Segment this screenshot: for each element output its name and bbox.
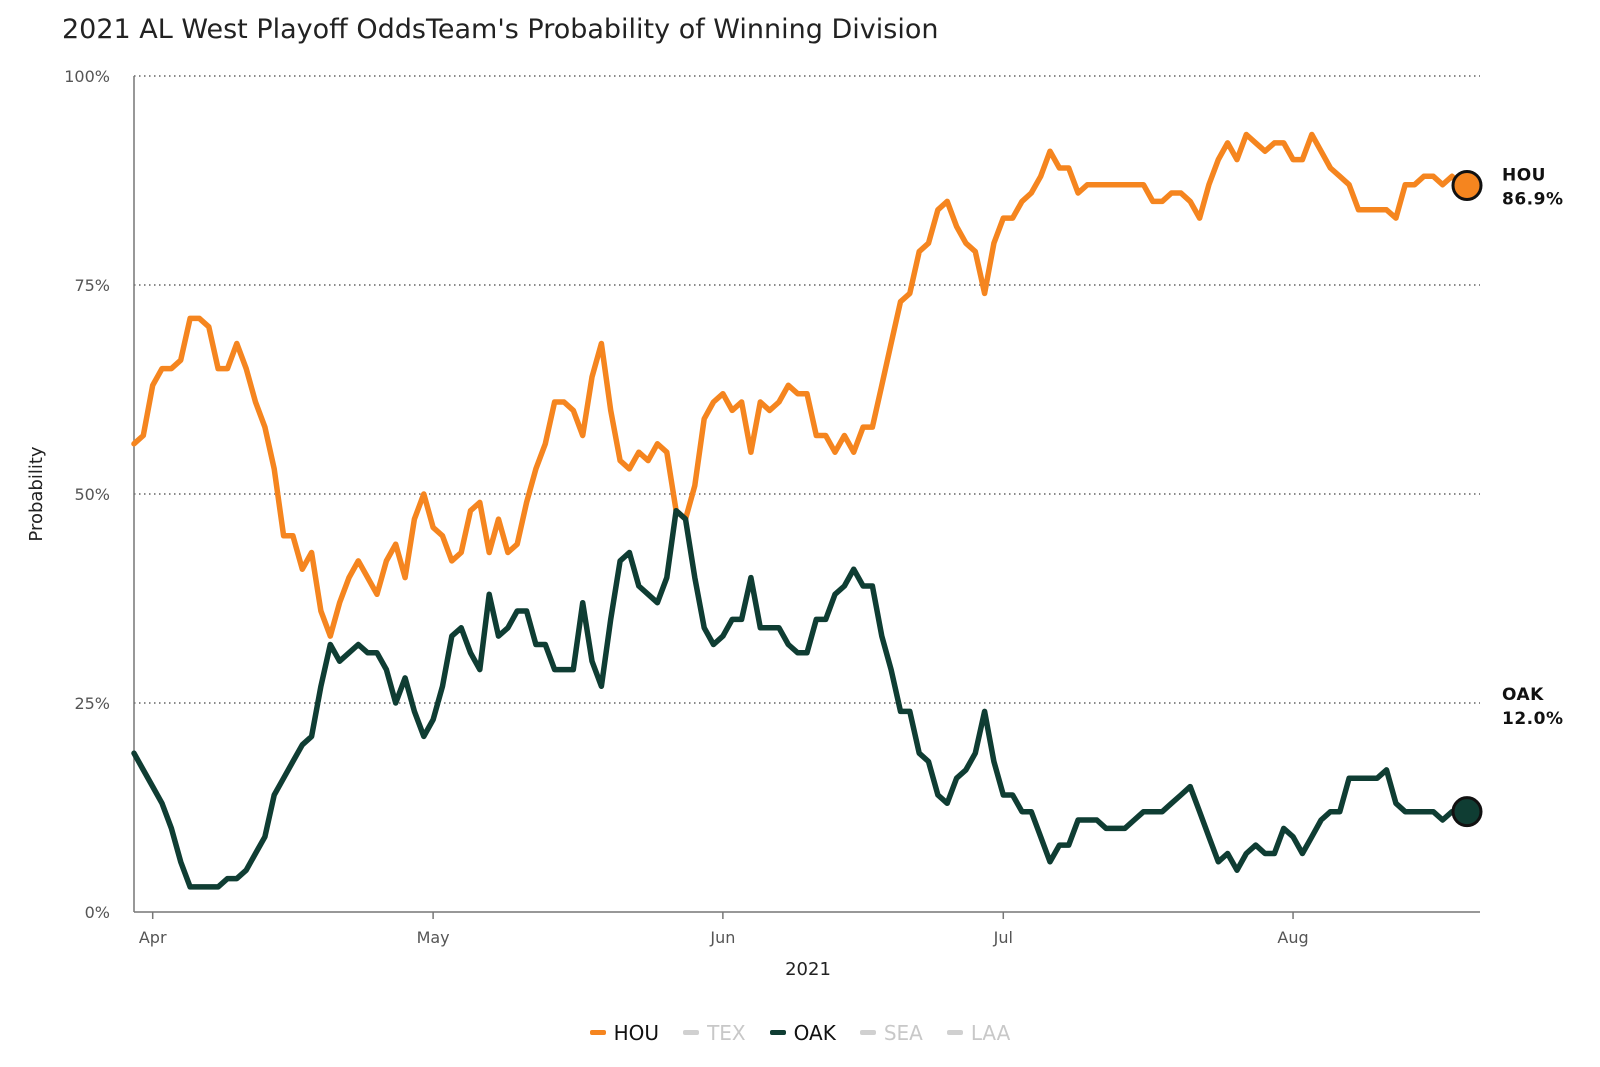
y-tick-label: 25% [74, 694, 110, 713]
legend-label: TEX [707, 1020, 746, 1045]
end-label-value: 86.9% [1502, 190, 1563, 210]
y-tick-label: 50% [74, 485, 110, 504]
x-axis-ticks: Apr May Jun Jul Aug [139, 912, 1309, 947]
legend-swatch [946, 1030, 963, 1035]
end-label-team: HOU [1502, 166, 1546, 186]
series-lines [131, 131, 1474, 890]
x-tick-label: Jul [993, 928, 1013, 947]
series-line-oak [131, 507, 1455, 890]
legend-swatch [769, 1030, 786, 1035]
legend-item-laa[interactable]: LAA [946, 1020, 1011, 1045]
legend-swatch [589, 1030, 606, 1035]
x-tick-label: Aug [1277, 928, 1308, 947]
x-axis-title: 2021 [785, 959, 831, 980]
legend-item-hou[interactable]: HOU [589, 1020, 660, 1045]
legend-item-sea[interactable]: SEA [859, 1020, 923, 1045]
end-label-team: OAK [1502, 685, 1544, 705]
series-line-hou [131, 131, 1474, 639]
y-tick-label: 75% [74, 276, 110, 295]
legend-swatch [683, 1030, 700, 1035]
y-axis-ticks: 0% 25% 50% 75% 100% [64, 67, 110, 922]
legend-item-oak[interactable]: OAK [769, 1020, 836, 1045]
end-label-value: 12.0% [1502, 709, 1563, 729]
end-marker-oak [1451, 796, 1483, 828]
legend-swatch [859, 1030, 876, 1035]
legend-label: LAA [970, 1020, 1011, 1045]
end-labels: HOU 86.9% OAK 12.0% [1451, 166, 1563, 828]
x-tick-label: May [417, 928, 450, 947]
y-axis-title: Probability [26, 446, 47, 541]
legend-label: OAK [793, 1020, 836, 1045]
x-tick-label: Apr [139, 928, 167, 947]
legend-label: SEA [883, 1020, 923, 1045]
end-marker-hou [1451, 170, 1483, 202]
x-tick-label: Jun [709, 928, 735, 947]
legend-label: HOU [613, 1020, 660, 1045]
y-tick-label: 0% [85, 903, 110, 922]
y-tick-label: 100% [64, 67, 110, 86]
chart-title: 2021 AL West Playoff OddsTeam's Probabil… [62, 14, 939, 45]
legend: HOU TEX OAK SEA LAA [0, 1016, 1600, 1045]
legend-item-tex[interactable]: TEX [683, 1021, 746, 1045]
